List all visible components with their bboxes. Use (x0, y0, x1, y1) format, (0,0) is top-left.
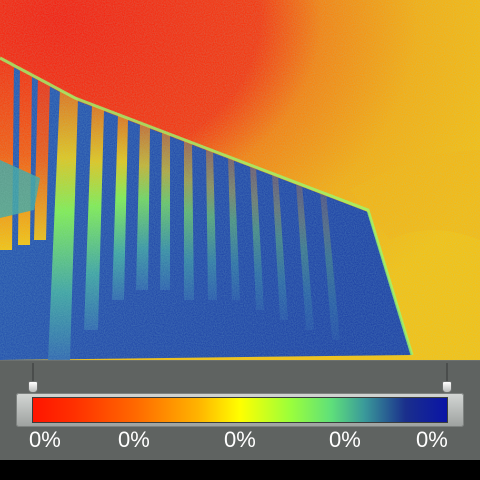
bottom-black-strip (0, 460, 480, 480)
color-palette-bar (32, 397, 448, 423)
scale-label-4: 0% (416, 427, 448, 452)
thermal-image-view (0, 0, 480, 360)
range-min-handle-cap[interactable] (28, 381, 38, 393)
scale-label-1: 0% (118, 427, 150, 452)
palette-control-panel: 0% 0% 0% 0% 0% (0, 360, 480, 461)
range-min-handle-stem (32, 363, 34, 381)
scale-label-2: 0% (224, 427, 256, 452)
range-max-handle-cap[interactable] (442, 381, 452, 393)
temperature-scale-track (16, 393, 464, 427)
range-max-handle[interactable] (442, 363, 452, 393)
scale-label-3: 0% (329, 427, 361, 452)
range-min-handle[interactable] (28, 363, 38, 393)
range-max-handle-stem (446, 363, 448, 381)
scale-label-0: 0% (29, 427, 61, 452)
